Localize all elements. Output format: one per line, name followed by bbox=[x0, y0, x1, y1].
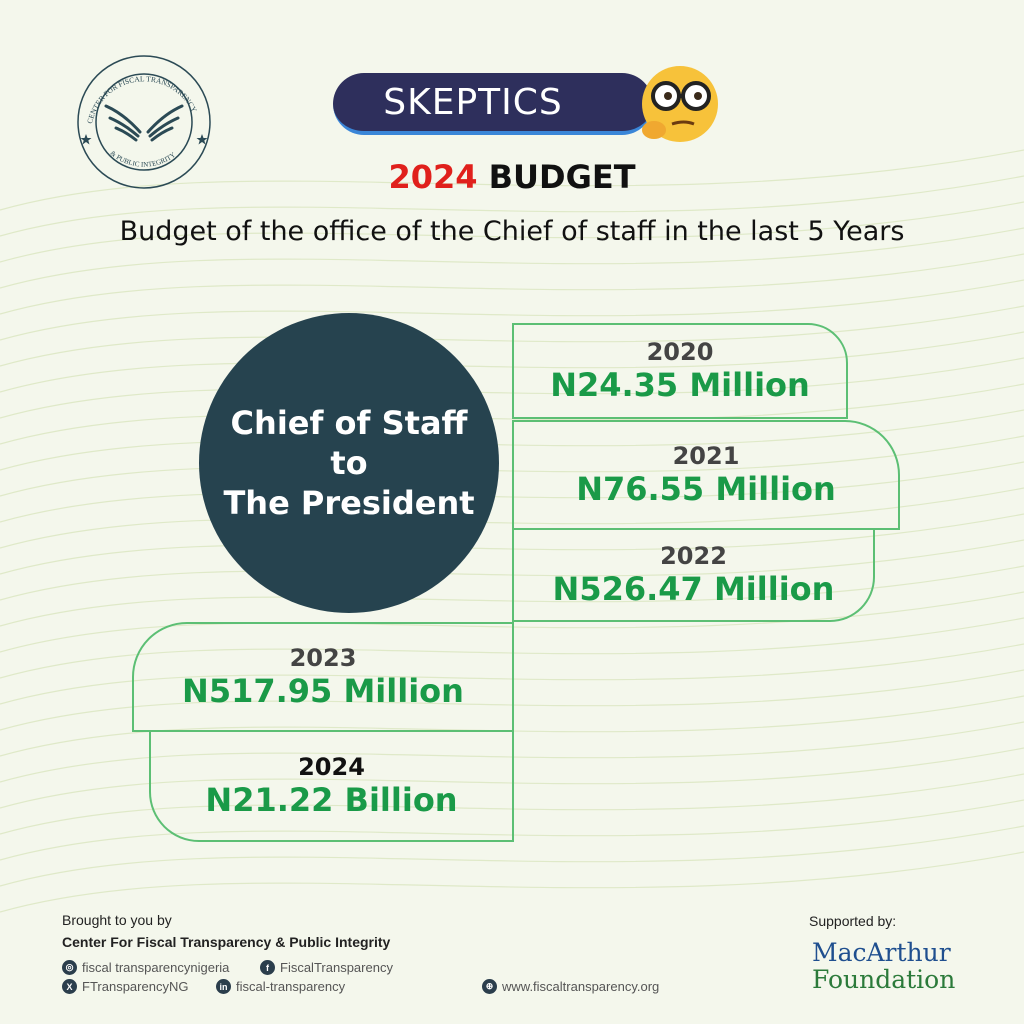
wave-line bbox=[0, 227, 1024, 289]
amount: N76.55 Million bbox=[576, 470, 836, 508]
x-link[interactable]: X FTransparencyNG bbox=[62, 979, 188, 994]
budget-2023: 2023 N517.95 Million bbox=[132, 622, 514, 732]
linkedin-icon: in bbox=[216, 979, 231, 994]
budget-2020: 2020 N24.35 Million bbox=[512, 323, 848, 419]
wave-line bbox=[0, 669, 1024, 731]
chief-of-staff-circle: Chief of Staff to The President bbox=[199, 313, 499, 613]
badge-label: SKEPTICS bbox=[383, 81, 563, 123]
wave-line bbox=[0, 851, 1024, 913]
wave-line bbox=[0, 201, 1024, 263]
amount: N24.35 Million bbox=[550, 366, 810, 404]
brought-by: Brought to you by bbox=[62, 912, 172, 928]
website-link[interactable]: ⊕ www.fiscaltransparency.org bbox=[482, 979, 659, 994]
facebook-icon: f bbox=[260, 960, 275, 975]
wave-line bbox=[0, 253, 1024, 315]
wave-line bbox=[0, 643, 1024, 705]
year: 2021 bbox=[672, 442, 740, 470]
budget-2022: 2022 N526.47 Million bbox=[512, 530, 875, 622]
wave-line bbox=[0, 825, 1024, 887]
globe-icon: ⊕ bbox=[482, 979, 497, 994]
amount: N21.22 Billion bbox=[205, 781, 458, 819]
page-title: 2024 BUDGET bbox=[388, 158, 636, 196]
macarthur-logo: MacArthur Foundation bbox=[812, 938, 956, 994]
thinking-face-emoji-icon bbox=[642, 66, 718, 142]
year: 2024 bbox=[298, 753, 365, 781]
amount: N517.95 Million bbox=[182, 672, 464, 710]
wave-line bbox=[0, 721, 1024, 783]
circle-line: to bbox=[330, 444, 368, 482]
cftpi-logo: CENTER FOR FISCAL TRANSPARENCY & PUBLIC … bbox=[77, 55, 211, 189]
amount: N526.47 Million bbox=[552, 570, 835, 608]
x-icon: X bbox=[62, 979, 77, 994]
wave-line bbox=[0, 799, 1024, 861]
year: 2022 bbox=[660, 542, 727, 570]
facebook-link[interactable]: f FiscalTransparency bbox=[260, 960, 393, 975]
year: 2020 bbox=[646, 338, 714, 366]
budget-2021: 2021 N76.55 Million bbox=[512, 420, 900, 530]
wave-line bbox=[0, 747, 1024, 809]
linkedin-link[interactable]: in fiscal-transparency bbox=[216, 979, 345, 994]
org-name: Center For Fiscal Transparency & Public … bbox=[62, 934, 391, 950]
wave-line bbox=[0, 773, 1024, 835]
year: 2023 bbox=[289, 644, 357, 672]
wave-line bbox=[0, 305, 1024, 367]
wave-line bbox=[0, 279, 1024, 341]
wave-line bbox=[0, 695, 1024, 757]
budget-2024: 2024 N21.22 Billion bbox=[149, 732, 514, 842]
circle-line: The President bbox=[223, 484, 475, 522]
wave-line bbox=[0, 149, 1024, 211]
wave-line bbox=[0, 617, 1024, 679]
instagram-link[interactable]: ◎ fiscal transparencynigeria bbox=[62, 960, 229, 975]
supported-by: Supported by: bbox=[809, 913, 897, 929]
wave-line bbox=[0, 175, 1024, 237]
instagram-icon: ◎ bbox=[62, 960, 77, 975]
skeptics-badge: SKEPTICS bbox=[333, 73, 653, 135]
svg-text:CENTER FOR FISCAL TRANSPARENCY: CENTER FOR FISCAL TRANSPARENCY bbox=[85, 74, 199, 124]
circle-line: Chief of Staff bbox=[230, 404, 468, 442]
subtitle: Budget of the office of the Chief of sta… bbox=[119, 216, 905, 247]
